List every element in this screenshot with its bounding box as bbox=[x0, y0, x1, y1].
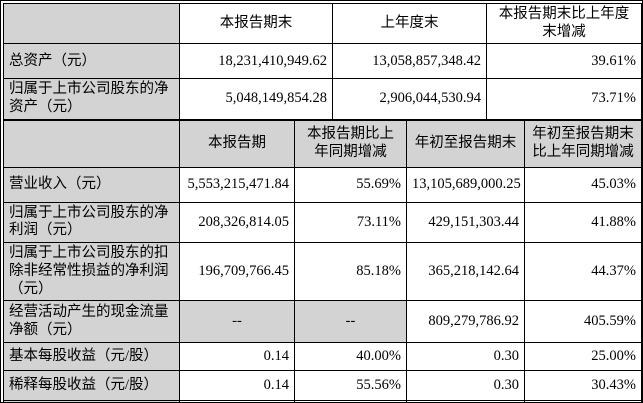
cell-value: 73.71% bbox=[486, 78, 642, 120]
cell-value: 208,326,814.05 bbox=[179, 201, 295, 244]
cell-value: 25.00% bbox=[524, 342, 642, 372]
table-row: 归属于上市公司股东的扣除非经常性损益的净利润（元） 196,709,766.45… bbox=[3, 242, 642, 302]
cell-value: 0.30 bbox=[406, 370, 525, 402]
row-label-operating-revenue: 营业收入（元） bbox=[3, 166, 180, 203]
cell-value: -- bbox=[179, 300, 295, 344]
column-header-current-period-end: 本报告期末 bbox=[179, 2, 333, 45]
column-header-change-vs-prior-year-end: 本报告期末比上年度末增减 bbox=[486, 2, 642, 45]
corner-cell bbox=[3, 2, 180, 45]
table-row: 经营活动产生的现金流量净额（元） -- -- 809,279,786.92 40… bbox=[3, 300, 642, 344]
cell-value: 429,151,303.44 bbox=[406, 201, 525, 244]
table-row: 总资产（元） 18,231,410,949.62 13,058,857,348.… bbox=[3, 43, 642, 80]
row-label-total-assets: 总资产（元） bbox=[3, 43, 180, 80]
table-row: 归属于上市公司股东的净利润（元） 208,326,814.05 73.11% 4… bbox=[3, 201, 642, 244]
corner-cell bbox=[3, 119, 180, 168]
row-label-diluted-eps: 稀释每股收益（元/股） bbox=[3, 370, 180, 402]
table-row: 本报告期末 上年度末 本报告期末比上年度末增减 bbox=[3, 2, 642, 45]
cell-value: 196,709,766.45 bbox=[179, 242, 295, 302]
cell-value: 2,906,044,530.94 bbox=[332, 78, 487, 120]
cell-value: 0.30 bbox=[406, 342, 525, 372]
cell-value: 0.14 bbox=[179, 370, 295, 402]
cell-value: 55.56% bbox=[294, 370, 407, 402]
column-header-current-period: 本报告期 bbox=[179, 119, 295, 168]
cell-value: 39.61% bbox=[486, 43, 642, 80]
table-row: 归属于上市公司股东的净资产（元） 5,048,149,854.28 2,906,… bbox=[3, 78, 642, 120]
table-row: 加权平均净资产收益率 5.20% 0.24% 9.99% -2.47% bbox=[3, 400, 642, 402]
cell-value: -- bbox=[294, 300, 407, 344]
column-header-year-to-date: 年初至报告期末 bbox=[406, 119, 525, 168]
cell-value: 73.11% bbox=[294, 201, 407, 244]
cell-value: 18,231,410,949.62 bbox=[179, 43, 333, 80]
row-label-operating-cash-flow: 经营活动产生的现金流量净额（元） bbox=[3, 300, 180, 344]
cell-value: 5,048,149,854.28 bbox=[179, 78, 333, 120]
cell-value: 30.43% bbox=[524, 370, 642, 402]
cell-value: -2.47% bbox=[524, 400, 642, 402]
cell-value: 41.88% bbox=[524, 201, 642, 244]
cell-value: 0.14 bbox=[179, 342, 295, 372]
cell-value: 5,553,215,471.84 bbox=[179, 166, 295, 203]
row-label-net-profit-excl-nonrecurring: 归属于上市公司股东的扣除非经常性损益的净利润（元） bbox=[3, 242, 180, 302]
row-label-net-assets: 归属于上市公司股东的净资产（元） bbox=[3, 78, 180, 120]
cell-value: 44.37% bbox=[524, 242, 642, 302]
table-row: 基本每股收益（元/股） 0.14 40.00% 0.30 25.00% bbox=[3, 342, 642, 372]
table-row: 本报告期 本报告期比上年同期增减 年初至报告期末 年初至报告期末比上年同期增减 bbox=[3, 119, 642, 168]
table-row: 营业收入（元） 5,553,215,471.84 55.69% 13,105,6… bbox=[3, 166, 642, 203]
row-label-basic-eps: 基本每股收益（元/股） bbox=[3, 342, 180, 372]
cell-value: 55.69% bbox=[294, 166, 407, 203]
cell-value: 13,058,857,348.42 bbox=[332, 43, 487, 80]
table-row: 稀释每股收益（元/股） 0.14 55.56% 0.30 30.43% bbox=[3, 370, 642, 402]
column-header-prior-year-end: 上年度末 bbox=[332, 2, 487, 45]
row-label-net-profit: 归属于上市公司股东的净利润（元） bbox=[3, 201, 180, 244]
cell-value: 405.59% bbox=[524, 300, 642, 344]
cell-value: 45.03% bbox=[524, 166, 642, 203]
cell-value: 85.18% bbox=[294, 242, 407, 302]
income-table: 本报告期 本报告期比上年同期增减 年初至报告期末 年初至报告期末比上年同期增减 … bbox=[3, 119, 642, 402]
cell-value: 40.00% bbox=[294, 342, 407, 372]
column-header-ytd-change-vs-same-period: 年初至报告期末比上年同期增减 bbox=[524, 119, 642, 168]
cell-value: 365,218,142.64 bbox=[406, 242, 525, 302]
cell-value: 13,105,689,000.25 bbox=[406, 166, 525, 203]
balance-table: 本报告期末 上年度末 本报告期末比上年度末增减 总资产（元） 18,231,41… bbox=[3, 2, 642, 120]
column-header-change-vs-same-period: 本报告期比上年同期增减 bbox=[294, 119, 407, 168]
cell-value: 809,279,786.92 bbox=[406, 300, 525, 344]
